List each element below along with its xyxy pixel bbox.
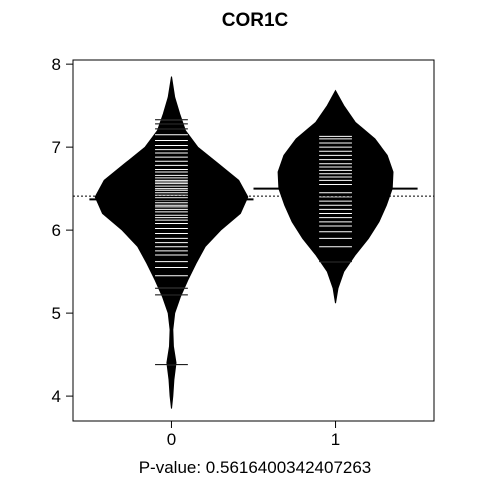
x-tick-label-1: 1	[331, 430, 340, 449]
y-axis: 4 5 6 7 8	[52, 55, 73, 406]
y-tick-label-4: 4	[52, 387, 61, 406]
chart-title: COR1C	[222, 10, 289, 31]
y-tick-label-6: 6	[52, 221, 61, 240]
plot-frame	[72, 59, 435, 422]
beans-layer	[73, 76, 434, 409]
y-tick-label-8: 8	[52, 55, 61, 74]
x-tick-label-0: 0	[167, 430, 176, 449]
x-axis-label: P-value: 0.5616400342407263	[139, 458, 372, 477]
y-tick-label-5: 5	[52, 304, 61, 323]
y-tick-label-7: 7	[52, 138, 61, 157]
